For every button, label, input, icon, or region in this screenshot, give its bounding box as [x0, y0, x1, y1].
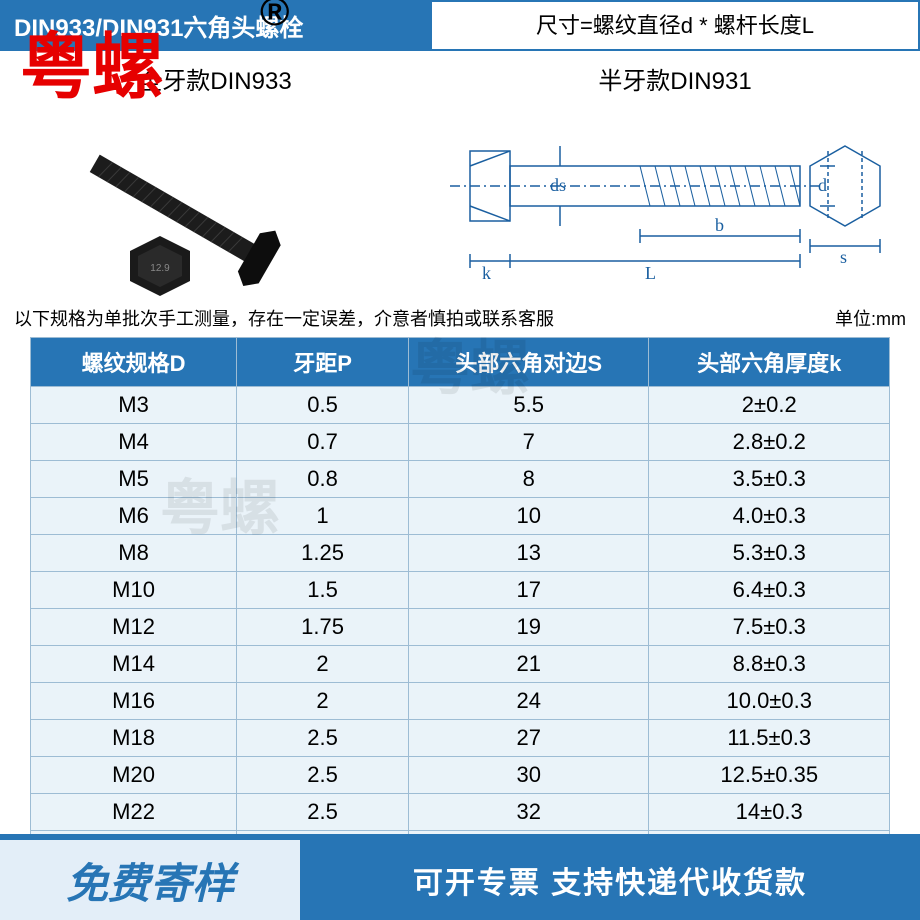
table-cell: M4: [31, 424, 237, 461]
table-cell: 27: [408, 720, 649, 757]
table-cell: 2.5: [237, 720, 409, 757]
table-cell: M3: [31, 387, 237, 424]
table-cell: M22: [31, 794, 237, 831]
table-cell: 13: [408, 535, 649, 572]
table-row: M81.25135.3±0.3: [31, 535, 890, 572]
table-row: M1622410.0±0.3: [31, 683, 890, 720]
table-cell: 1.5: [237, 572, 409, 609]
table-row: M222.53214±0.3: [31, 794, 890, 831]
spec-table-wrap: 螺纹规格D牙距P头部六角对边S头部六角厚度k M30.55.52±0.2M40.…: [0, 337, 920, 868]
table-row: M61104.0±0.3: [31, 498, 890, 535]
table-cell: 10: [408, 498, 649, 535]
table-row: M30.55.52±0.2: [31, 387, 890, 424]
table-cell: 30: [408, 757, 649, 794]
footer: 免费寄样 可开专票 支持快递代收货款: [0, 840, 920, 920]
dim-b: b: [715, 215, 724, 235]
table-cell: 2.8±0.2: [649, 424, 890, 461]
table-cell: M16: [31, 683, 237, 720]
spec-table: 螺纹规格D牙距P头部六角对边S头部六角厚度k M30.55.52±0.2M40.…: [30, 337, 890, 868]
footer-info: 可开专票 支持快递代收货款: [300, 840, 920, 920]
table-cell: 32: [408, 794, 649, 831]
table-cell: 6.4±0.3: [649, 572, 890, 609]
dim-d: d: [818, 175, 827, 195]
table-cell: 2.5: [237, 794, 409, 831]
note-text: 以下规格为单批次手工测量，存在一定误差，介意者慎拍或联系客服: [14, 305, 554, 331]
brand-watermark: 粤螺: [20, 8, 164, 113]
col-header: 头部六角对边S: [408, 338, 649, 387]
table-cell: 14±0.3: [649, 794, 890, 831]
table-cell: 5.5: [408, 387, 649, 424]
dim-L: L: [645, 263, 656, 283]
table-cell: 8.8±0.3: [649, 646, 890, 683]
table-cell: 2±0.2: [649, 387, 890, 424]
col-header: 牙距P: [237, 338, 409, 387]
table-cell: 1.25: [237, 535, 409, 572]
unit-text: 单位:mm: [835, 305, 906, 331]
dim-s: s: [840, 247, 847, 267]
table-cell: M14: [31, 646, 237, 683]
note-row: 以下规格为单批次手工测量，存在一定误差，介意者慎拍或联系客服 单位:mm: [0, 301, 920, 337]
dim-k: k: [482, 263, 491, 283]
free-sample-banner: 免费寄样: [0, 840, 300, 920]
table-row: M101.5176.4±0.3: [31, 572, 890, 609]
table-cell: 7.5±0.3: [649, 609, 890, 646]
header-right-title: 尺寸=螺纹直径d * 螺杆长度L: [430, 0, 920, 51]
table-cell: 24: [408, 683, 649, 720]
table-cell: 19: [408, 609, 649, 646]
table-cell: 17: [408, 572, 649, 609]
table-cell: 1.75: [237, 609, 409, 646]
table-row: M202.53012.5±0.35: [31, 757, 890, 794]
table-cell: 5.3±0.3: [649, 535, 890, 572]
col-header: 头部六角厚度k: [649, 338, 890, 387]
table-cell: 2: [237, 646, 409, 683]
table-cell: 0.8: [237, 461, 409, 498]
table-cell: 0.5: [237, 387, 409, 424]
table-cell: M20: [31, 757, 237, 794]
table-cell: 4.0±0.3: [649, 498, 890, 535]
table-row: M121.75197.5±0.3: [31, 609, 890, 646]
table-cell: 2.5: [237, 757, 409, 794]
table-cell: 1: [237, 498, 409, 535]
table-cell: 3.5±0.3: [649, 461, 890, 498]
table-cell: 2: [237, 683, 409, 720]
table-row: M142218.8±0.3: [31, 646, 890, 683]
table-cell: M6: [31, 498, 237, 535]
table-cell: 10.0±0.3: [649, 683, 890, 720]
table-cell: M18: [31, 720, 237, 757]
table-cell: M8: [31, 535, 237, 572]
table-row: M40.772.8±0.2: [31, 424, 890, 461]
svg-text:12.9: 12.9: [150, 263, 170, 274]
table-cell: 0.7: [237, 424, 409, 461]
col-header: 螺纹规格D: [31, 338, 237, 387]
table-cell: 11.5±0.3: [649, 720, 890, 757]
table-row: M50.883.5±0.3: [31, 461, 890, 498]
table-cell: M12: [31, 609, 237, 646]
table-cell: 12.5±0.35: [649, 757, 890, 794]
bolt-diagram-icon: ds d b k L s: [440, 91, 910, 301]
table-cell: 21: [408, 646, 649, 683]
diagram-panel: 半牙款DIN931 ds d b: [430, 51, 920, 301]
table-cell: M5: [31, 461, 237, 498]
table-row: M182.52711.5±0.3: [31, 720, 890, 757]
table-cell: 8: [408, 461, 649, 498]
registered-icon: ®: [260, 0, 289, 35]
bolt-photo-icon: 12.9: [80, 101, 320, 301]
table-cell: 7: [408, 424, 649, 461]
dim-ds: ds: [550, 175, 566, 195]
table-cell: M10: [31, 572, 237, 609]
